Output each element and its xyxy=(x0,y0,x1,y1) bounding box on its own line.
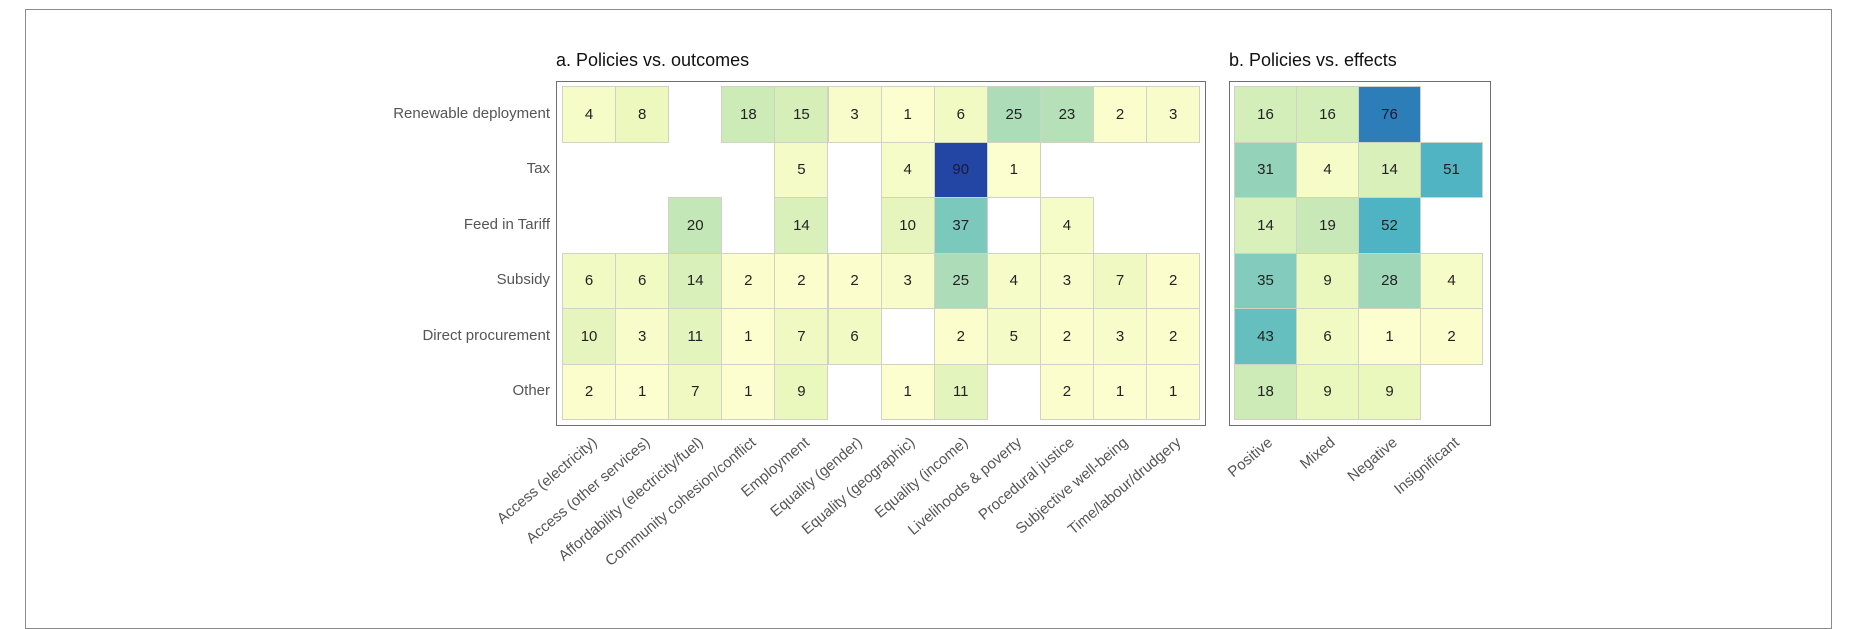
b-cell-renewable-deployment-negative: 76 xyxy=(1358,86,1421,143)
a-cell-tax-equality-income: 90 xyxy=(933,141,988,198)
y-label-renewable-deployment: Renewable deployment xyxy=(393,104,550,122)
a-cell-direct-procurement-equality-gender: 6 xyxy=(827,308,882,365)
a-cell-subsidy-affordability-electricity-fuel: 14 xyxy=(668,252,723,309)
b-cell-direct-procurement-negative: 1 xyxy=(1358,308,1421,365)
b-cell-feed-in-tariff-positive: 14 xyxy=(1234,197,1297,254)
panel-a-title: a. Policies vs. outcomes xyxy=(556,50,750,70)
a-cell-other-access-electricity: 2 xyxy=(562,363,617,420)
b-cell-subsidy-positive: 35 xyxy=(1234,252,1297,309)
b-cell-other-negative: 9 xyxy=(1358,363,1421,420)
a-cell-direct-procurement-community-cohesion-conflict: 1 xyxy=(721,308,776,365)
a-cell-renewable-deployment-equality-geographic: 1 xyxy=(880,86,935,143)
y-label-feed-in-tariff: Feed in Tariff xyxy=(463,215,550,233)
a-cell-other-procedural-justice: 2 xyxy=(1039,363,1094,420)
a-cell-other-affordability-electricity-fuel: 7 xyxy=(668,363,723,420)
a-cell-direct-procurement-equality-income: 2 xyxy=(933,308,988,365)
a-cell-other-time-labour-drudgery: 1 xyxy=(1146,363,1201,420)
a-cell-feed-in-tariff-equality-geographic: 10 xyxy=(880,197,935,254)
b-cell-tax-insignificant: 51 xyxy=(1420,141,1483,198)
b-cell-other-positive: 18 xyxy=(1234,363,1297,420)
a-cell-direct-procurement-procedural-justice: 2 xyxy=(1039,308,1094,365)
a-cell-tax-equality-geographic: 4 xyxy=(880,141,935,198)
a-cell-subsidy-time-labour-drudgery: 2 xyxy=(1146,252,1201,309)
b-cell-feed-in-tariff-mixed: 19 xyxy=(1296,197,1359,254)
a-cell-feed-in-tariff-affordability-electricity-fuel: 20 xyxy=(668,197,723,254)
a-cell-subsidy-livelihoods-poverty: 4 xyxy=(986,252,1041,309)
b-cell-feed-in-tariff-negative: 52 xyxy=(1358,197,1421,254)
b-cell-subsidy-mixed: 9 xyxy=(1296,252,1359,309)
a-cell-subsidy-subjective-well-being: 7 xyxy=(1093,252,1148,309)
a-cell-renewable-deployment-access-other-services: 8 xyxy=(615,86,670,143)
a-cell-other-employment: 9 xyxy=(774,363,829,420)
b-cell-tax-mixed: 4 xyxy=(1296,141,1359,198)
a-cell-subsidy-access-other-services: 6 xyxy=(615,252,670,309)
b-cell-subsidy-insignificant: 4 xyxy=(1420,252,1483,309)
a-cell-feed-in-tariff-procedural-justice: 4 xyxy=(1039,197,1094,254)
a-cell-direct-procurement-employment: 7 xyxy=(774,308,829,365)
b-cell-renewable-deployment-positive: 16 xyxy=(1234,86,1297,143)
a-cell-subsidy-employment: 2 xyxy=(774,252,829,309)
a-cell-renewable-deployment-equality-gender: 3 xyxy=(827,86,882,143)
y-label-subsidy: Subsidy xyxy=(496,271,550,289)
a-cell-direct-procurement-subjective-well-being: 3 xyxy=(1093,308,1148,365)
a-cell-renewable-deployment-equality-income: 6 xyxy=(933,86,988,143)
a-cell-renewable-deployment-access-electricity: 4 xyxy=(562,86,617,143)
a-cell-other-access-other-services: 1 xyxy=(615,363,670,420)
a-cell-other-community-cohesion-conflict: 1 xyxy=(721,363,776,420)
panel-b-title: b. Policies vs. effects xyxy=(1229,50,1397,70)
a-cell-direct-procurement-livelihoods-poverty: 5 xyxy=(986,308,1041,365)
a-cell-renewable-deployment-time-labour-drudgery: 3 xyxy=(1146,86,1201,143)
a-cell-renewable-deployment-community-cohesion-conflict: 18 xyxy=(721,86,776,143)
a-cell-renewable-deployment-livelihoods-poverty: 25 xyxy=(986,86,1041,143)
a-cell-renewable-deployment-employment: 15 xyxy=(774,86,829,143)
b-cell-subsidy-negative: 28 xyxy=(1358,252,1421,309)
a-cell-renewable-deployment-procedural-justice: 23 xyxy=(1039,86,1094,143)
a-cell-other-subjective-well-being: 1 xyxy=(1093,363,1148,420)
b-cell-direct-procurement-mixed: 6 xyxy=(1296,308,1359,365)
a-cell-direct-procurement-access-other-services: 3 xyxy=(615,308,670,365)
b-cell-renewable-deployment-mixed: 16 xyxy=(1296,86,1359,143)
a-cell-subsidy-procedural-justice: 3 xyxy=(1039,252,1094,309)
y-label-other: Other xyxy=(512,382,550,400)
a-cell-tax-livelihoods-poverty: 1 xyxy=(986,141,1041,198)
a-cell-direct-procurement-affordability-electricity-fuel: 11 xyxy=(668,308,723,365)
a-cell-subsidy-equality-income: 25 xyxy=(933,252,988,309)
a-cell-direct-procurement-time-labour-drudgery: 2 xyxy=(1146,308,1201,365)
b-cell-direct-procurement-insignificant: 2 xyxy=(1420,308,1483,365)
a-cell-direct-procurement-access-electricity: 10 xyxy=(562,308,617,365)
a-cell-feed-in-tariff-equality-income: 37 xyxy=(933,197,988,254)
b-cell-tax-positive: 31 xyxy=(1234,141,1297,198)
a-cell-other-equality-income: 11 xyxy=(933,363,988,420)
a-cell-subsidy-community-cohesion-conflict: 2 xyxy=(721,252,776,309)
a-cell-subsidy-equality-gender: 2 xyxy=(827,252,882,309)
y-label-direct-procurement: Direct procurement xyxy=(422,326,550,344)
a-cell-subsidy-access-electricity: 6 xyxy=(562,252,617,309)
b-cell-tax-negative: 14 xyxy=(1358,141,1421,198)
a-cell-renewable-deployment-subjective-well-being: 2 xyxy=(1093,86,1148,143)
b-cell-direct-procurement-positive: 43 xyxy=(1234,308,1297,365)
b-cell-other-mixed: 9 xyxy=(1296,363,1359,420)
a-cell-subsidy-equality-geographic: 3 xyxy=(880,252,935,309)
a-cell-tax-employment: 5 xyxy=(774,141,829,198)
a-cell-other-equality-geographic: 1 xyxy=(880,363,935,420)
a-cell-feed-in-tariff-employment: 14 xyxy=(774,197,829,254)
y-label-tax: Tax xyxy=(526,160,550,178)
